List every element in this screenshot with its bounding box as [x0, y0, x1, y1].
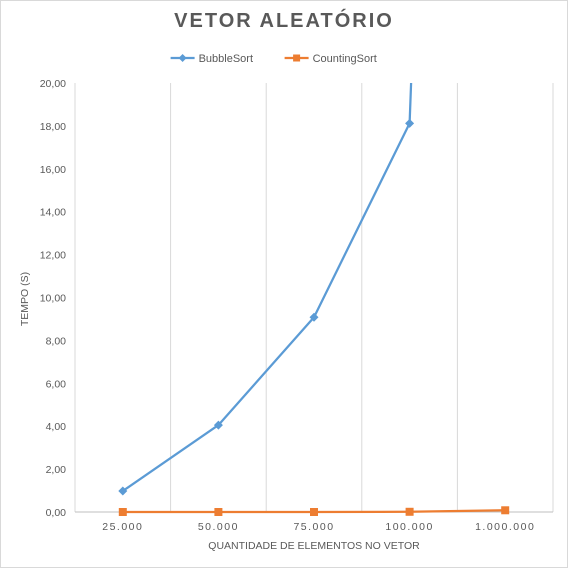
x-tick-label: 100.000 [385, 521, 433, 533]
data-point-countingsort [214, 508, 223, 516]
y-tick-label: 14,00 [40, 207, 66, 219]
y-tick-label: 18,00 [40, 121, 66, 133]
x-tick-label: 50.000 [198, 521, 239, 533]
data-point-bubblesort [213, 420, 223, 430]
x-tick-label: 1.000.000 [475, 521, 535, 533]
x-tick-label: 75.000 [293, 521, 334, 533]
y-tick-label: 2,00 [46, 464, 67, 476]
gridlines [170, 83, 554, 512]
y-tick-label: 6,00 [46, 378, 67, 390]
x-axis-title: QUANTIDADE DE ELEMENTOS NO VETOR [208, 540, 420, 552]
data-point-countingsort [405, 507, 414, 516]
y-tick-label: 16,00 [40, 164, 66, 176]
legend-item-countingsort: CountingSort [284, 53, 377, 65]
series-line-bubblesort [122, 82, 413, 492]
series-layer [118, 82, 510, 516]
data-point-bubblesort [309, 312, 319, 322]
y-tick-label: 8,00 [46, 335, 67, 347]
data-point-countingsort [310, 508, 318, 516]
data-point-bubblesort [405, 118, 415, 128]
data-point-bubblesort [118, 486, 128, 496]
y-tick-label: 4,00 [46, 421, 67, 433]
axes [74, 83, 553, 513]
y-tick-label: 12,00 [40, 250, 66, 262]
legend-item-bubblesort: BubbleSort [170, 53, 253, 65]
chart-title: VETOR ALEATÓRIO [174, 10, 394, 32]
y-tick-label: 0,00 [46, 507, 67, 519]
legend-label: CountingSort [313, 53, 377, 65]
tick-labels: 0,00 2,00 4,00 6,00 8,00 10,00 12,00 14,00 16,00… [40, 78, 535, 533]
legend: BubbleSort CountingSort [170, 53, 377, 65]
data-point-countingsort [118, 508, 127, 516]
y-tick-label: 20,00 [40, 78, 66, 90]
legend-label: BubbleSort [199, 53, 253, 65]
y-tick-label: 10,00 [40, 293, 66, 305]
y-axis-title: TEMPO (S) [19, 272, 31, 326]
legend-marker [293, 54, 301, 62]
x-tick-label: 25.000 [102, 521, 143, 533]
data-point-countingsort [501, 506, 510, 515]
legend-marker [178, 54, 187, 62]
